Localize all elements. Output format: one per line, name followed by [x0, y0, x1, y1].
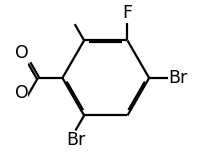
- Text: O: O: [15, 84, 28, 102]
- Text: O: O: [15, 44, 28, 62]
- Text: F: F: [122, 4, 132, 22]
- Text: Br: Br: [169, 69, 188, 87]
- Text: Br: Br: [66, 131, 85, 149]
